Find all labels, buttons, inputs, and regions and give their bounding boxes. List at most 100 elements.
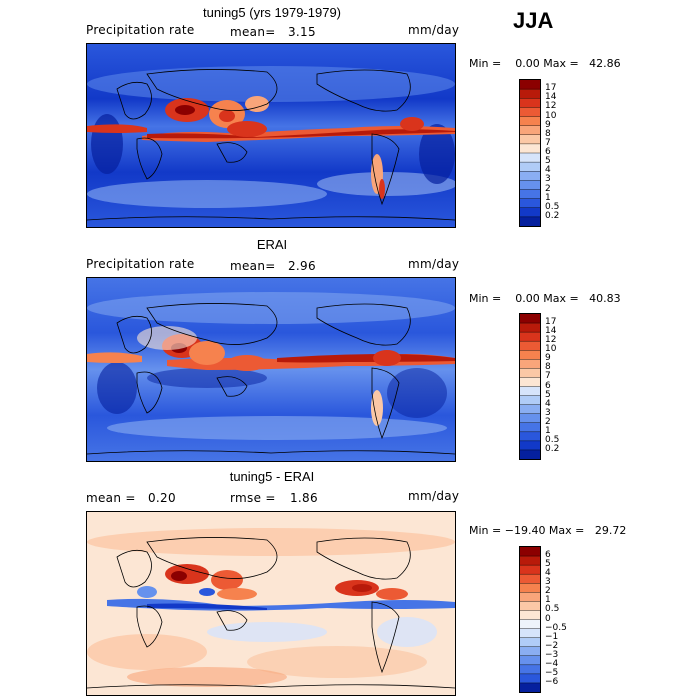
colorbar-swatch: [520, 682, 540, 692]
panel-3-minmax: Min = −19.40 Max = 29.72: [469, 524, 627, 537]
panel-1-minmax: Min = 0.00 Max = 42.86: [469, 57, 621, 70]
colorbar-tick-label: 1: [545, 595, 551, 606]
colorbar-tick-label: 4: [545, 398, 551, 409]
colorbar-tick-label: 0.5: [545, 434, 560, 445]
colorbar-tick-label: 3: [545, 407, 551, 418]
colorbar-swatch: [520, 207, 540, 218]
panel-2-mean-value: 2.96: [288, 259, 316, 273]
colorbar-tick-label: 3: [545, 174, 551, 185]
colorbar-tick-label: 12: [545, 101, 557, 112]
colorbar-swatch: [520, 646, 540, 657]
panel-1-variable-label: Precipitation rate: [86, 23, 195, 37]
colorbar-tick-label: −5: [545, 667, 559, 678]
colorbar-swatch: [520, 422, 540, 433]
panel-1-title: tuning5 (yrs 1979-1979): [202, 5, 342, 20]
panel-2-units: mm/day: [408, 257, 460, 271]
colorbar-tick-label: 0.5: [545, 604, 560, 615]
colorbar-swatch: [520, 601, 540, 611]
colorbar-swatch: [520, 628, 540, 639]
colorbar-swatch: [520, 655, 540, 666]
colorbar-swatch: [520, 359, 540, 369]
colorbar-tick-label: 10: [545, 110, 557, 121]
season-label: JJA: [513, 8, 554, 33]
colorbar-swatch: [520, 107, 540, 117]
colorbar-tick-label: −2: [545, 640, 559, 651]
panel-3-colorbar: [519, 546, 541, 693]
panel-2-variable-label: Precipitation rate: [86, 257, 195, 271]
colorbar-tick-label: 8: [545, 362, 551, 373]
colorbar-swatch: [520, 574, 540, 584]
colorbar-tick-label: 1: [545, 425, 551, 436]
colorbar-swatch: [520, 180, 540, 190]
colorbar-swatch: [520, 547, 540, 557]
colorbar-swatch: [520, 449, 540, 459]
panel-3-mean-value: 0.20: [148, 491, 176, 505]
colorbar-swatch: [520, 637, 540, 648]
colorbar-swatch: [520, 673, 540, 684]
colorbar-tick-label: 12: [545, 335, 557, 346]
colorbar-tick-label: 4: [545, 568, 551, 579]
colorbar-swatch: [520, 386, 540, 397]
colorbar-swatch: [520, 323, 540, 333]
colorbar-tick-label: −3: [545, 649, 559, 660]
colorbar-tick-label: 6: [545, 550, 551, 561]
colorbar-tick-label: 0: [545, 613, 551, 624]
panel-3-rmse-value: 1.86: [290, 491, 318, 505]
colorbar-tick-label: −1: [545, 631, 559, 642]
colorbar-swatch: [520, 377, 540, 387]
colorbar-tick-label: 7: [545, 371, 551, 382]
panel-2-minmax: Min = 0.00 Max = 40.83: [469, 292, 621, 305]
panel-2-mean-label: mean=: [230, 259, 276, 273]
colorbar-swatch: [520, 332, 540, 342]
colorbar-tick-label: 17: [545, 317, 557, 328]
colorbar-tick-label: 9: [545, 353, 551, 364]
panel-1-map: [86, 43, 456, 228]
colorbar-tick-label: 2: [545, 586, 551, 597]
panel-2-colorbar: [519, 313, 541, 460]
colorbar-swatch: [520, 404, 540, 415]
colorbar-tick-label: 4: [545, 165, 551, 176]
colorbar-swatch: [520, 143, 540, 154]
colorbar-tick-label: 2: [545, 416, 551, 427]
colorbar-swatch: [520, 592, 540, 602]
colorbar-swatch: [520, 664, 540, 675]
colorbar-tick-label: 9: [545, 119, 551, 130]
colorbar-tick-label: 14: [545, 326, 557, 337]
colorbar-swatch: [520, 80, 540, 90]
colorbar-swatch: [520, 440, 540, 451]
colorbar-tick-label: 0.2: [545, 210, 560, 221]
colorbar-swatch: [520, 125, 540, 136]
colorbar-tick-label: 7: [545, 137, 551, 148]
colorbar-swatch: [520, 198, 540, 209]
panel-1-units: mm/day: [408, 23, 460, 37]
colorbar-swatch: [520, 610, 540, 620]
colorbar-tick-label: 5: [545, 559, 551, 570]
panel-3-map: [86, 511, 456, 696]
colorbar-tick-label: 8: [545, 128, 551, 139]
colorbar-swatch: [520, 89, 540, 99]
colorbar-tick-label: 1: [545, 192, 551, 203]
colorbar-tick-label: 17: [545, 83, 557, 94]
colorbar-swatch: [520, 134, 540, 145]
panel-3-units: mm/day: [408, 489, 460, 503]
colorbar-swatch: [520, 556, 540, 566]
colorbar-tick-label: 5: [545, 389, 551, 400]
colorbar-swatch: [520, 350, 540, 360]
colorbar-tick-label: 14: [545, 92, 557, 103]
colorbar-swatch: [520, 153, 540, 163]
colorbar-swatch: [520, 314, 540, 324]
colorbar-swatch: [520, 431, 540, 442]
panel-3-mean-label: mean =: [86, 491, 136, 505]
colorbar-swatch: [520, 583, 540, 593]
colorbar-tick-label: −4: [545, 658, 559, 669]
panel-3-rmse-label: rmse =: [230, 491, 276, 505]
panel-1-colorbar: [519, 79, 541, 227]
colorbar-tick-label: 3: [545, 577, 551, 588]
colorbar-swatch: [520, 189, 540, 200]
colorbar-tick-label: −6: [545, 676, 559, 687]
colorbar-tick-label: 6: [545, 147, 551, 157]
colorbar-swatch: [520, 116, 540, 127]
colorbar-swatch: [520, 565, 540, 575]
colorbar-swatch: [520, 341, 540, 351]
colorbar-swatch: [520, 395, 540, 406]
